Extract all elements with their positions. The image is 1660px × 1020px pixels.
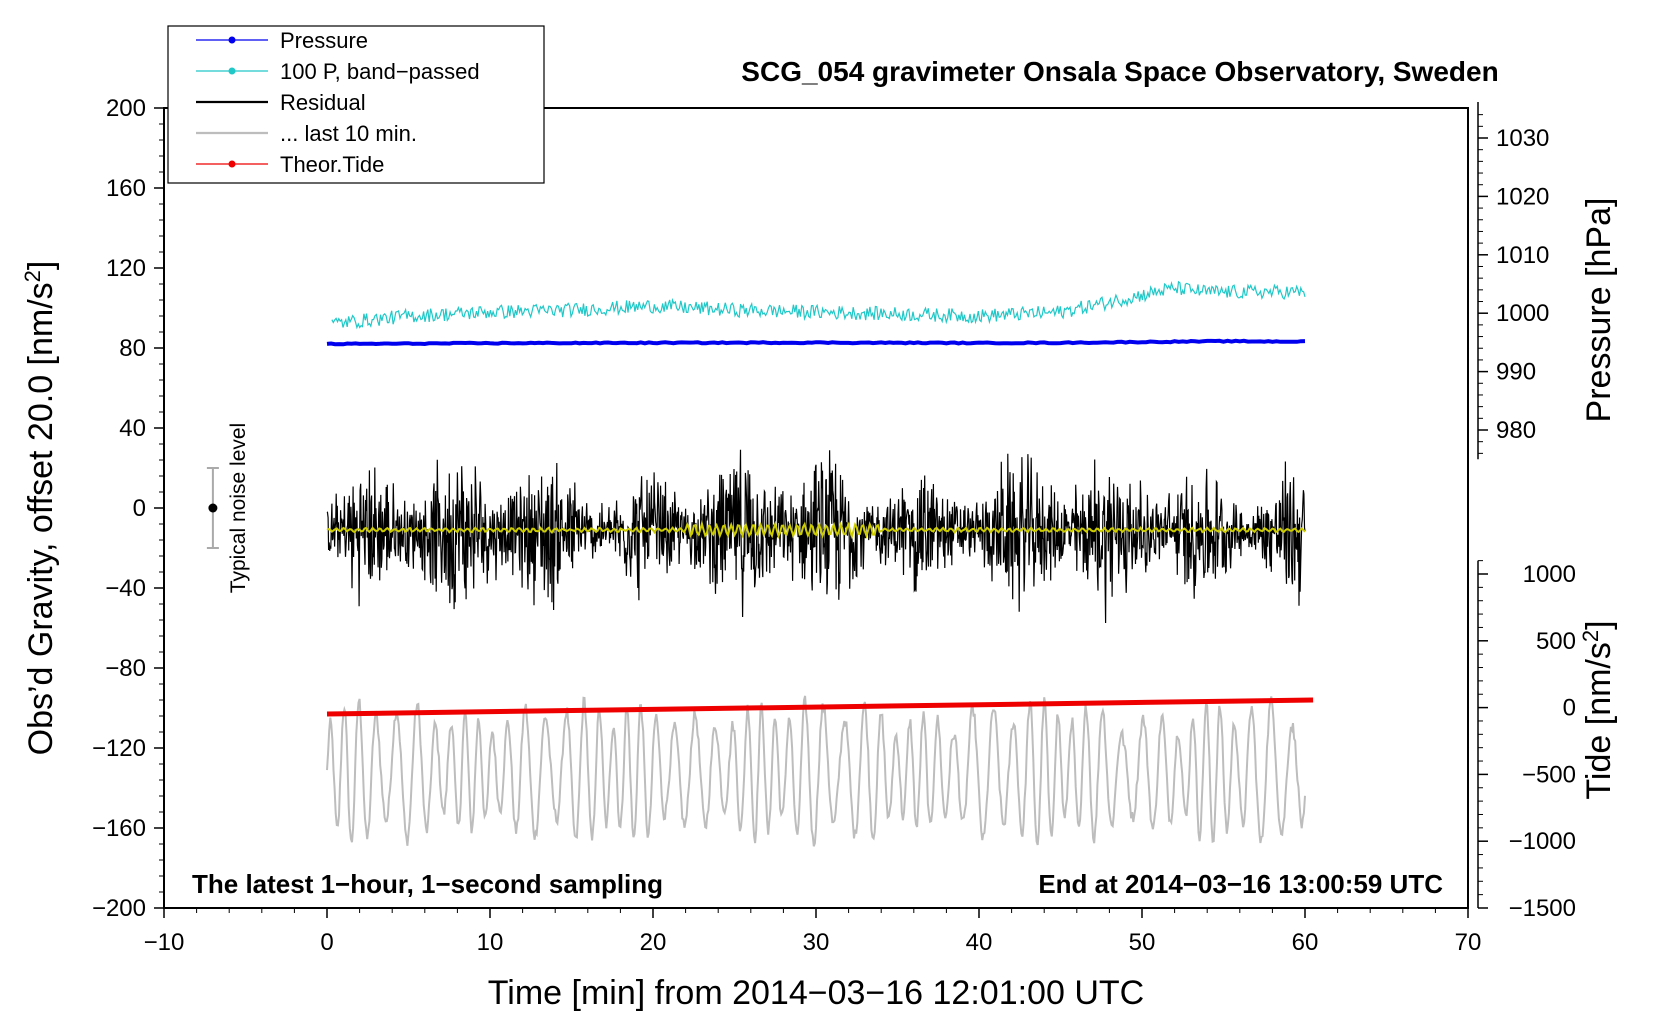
tide-tick-label-0: 1000	[1523, 561, 1576, 588]
y-tick-label-1: 160	[106, 175, 146, 202]
tide-tick-label-2: 0	[1563, 695, 1576, 722]
pressure-tick-label-1: 1020	[1496, 183, 1549, 210]
tide-tick-label-3: −500	[1522, 761, 1576, 788]
noise-indicator: Typical noise level	[206, 423, 250, 593]
series-last-10-min	[326, 695, 1306, 847]
y-tick-label-7: −80	[105, 655, 146, 682]
series-band-passed-pressure	[331, 280, 1306, 330]
x-tick-label-1: 0	[320, 929, 333, 956]
x-tick-label-7: 60	[1292, 929, 1319, 956]
y-tick-label-5: 0	[133, 495, 146, 522]
noise-center-marker	[208, 503, 218, 513]
pressure-axis-ticks: 1030 1020 1010 1000 990 980	[1477, 102, 1549, 460]
y-tick-label-3: 80	[119, 335, 146, 362]
legend-label-3: ... last 10 min.	[280, 121, 417, 146]
legend-marker-4	[228, 160, 236, 168]
y-tick-label-0: 200	[106, 95, 146, 122]
tide-tick-label-5: −1500	[1509, 895, 1576, 922]
x-tick-label-3: 20	[640, 929, 667, 956]
series-pressure	[326, 338, 1306, 347]
x-tick-label-2: 10	[477, 929, 504, 956]
y-axis-ticks: 200 160 120 80 40 0 −40 −80 −120 −160 −200	[92, 95, 164, 922]
legend-marker-0	[228, 36, 236, 44]
x-axis-title: Time [min] from 2014−03−16 12:01:00 UTC	[488, 974, 1144, 1012]
legend: Pressure 100 P, band−passed Residual ... la…	[167, 25, 545, 184]
annotation-right: End at 2014−03−16 13:00:59 UTC	[1038, 869, 1443, 899]
y-tick-label-2: 120	[106, 255, 146, 282]
legend-marker-1	[228, 67, 236, 75]
legend-entries: Pressure 100 P, band−passed Residual ... la…	[196, 28, 480, 177]
series-theoretical-tide	[326, 697, 1314, 717]
series-residual-filtered	[326, 519, 1306, 540]
y-tick-label-6: −40	[105, 575, 146, 602]
tide-tick-label-4: −1000	[1509, 828, 1576, 855]
noise-label: Typical noise level	[227, 423, 250, 593]
y-tick-label-8: −120	[92, 735, 146, 762]
legend-label-1: 100 P, band−passed	[280, 59, 480, 84]
y-axis-title-tide: Tide [nm/s2]	[1578, 620, 1618, 799]
series-layer	[326, 280, 1314, 847]
pressure-tick-label-2: 1010	[1496, 242, 1549, 269]
y-axis-title-pressure: Pressure [hPa]	[1580, 198, 1618, 423]
pressure-tick-label-3: 1000	[1496, 300, 1549, 327]
pressure-tick-label-5: 980	[1496, 417, 1536, 444]
legend-label-0: Pressure	[280, 28, 368, 53]
series-residual	[326, 449, 1306, 624]
x-tick-label-4: 30	[803, 929, 830, 956]
y-axis-title-left: Obs’d Gravity, offset 20.0 [nm/s2]	[20, 261, 60, 756]
x-tick-label-6: 50	[1129, 929, 1156, 956]
pressure-tick-label-0: 1030	[1496, 125, 1549, 152]
tide-tick-label-1: 500	[1536, 628, 1576, 655]
x-tick-label-5: 40	[966, 929, 993, 956]
y-tick-label-10: −200	[92, 895, 146, 922]
x-axis-ticks: −10 0 10 20 30 40 50 60 70	[144, 908, 1482, 956]
legend-label-2: Residual	[280, 90, 366, 115]
y-tick-label-4: 40	[119, 415, 146, 442]
legend-box	[167, 25, 545, 184]
pressure-tick-label-4: 990	[1496, 359, 1536, 386]
y-tick-label-9: −160	[92, 815, 146, 842]
legend-label-4: Theor.Tide	[280, 152, 384, 177]
tide-axis-ticks: 1000 500 0 −500 −1000 −1500	[1477, 560, 1576, 922]
x-tick-label-0: −10	[144, 929, 185, 956]
annotation-left: The latest 1−hour, 1−second sampling	[192, 869, 663, 899]
chart-title: SCG_054 gravimeter Onsala Space Observat…	[741, 56, 1498, 87]
x-tick-label-8: 70	[1455, 929, 1482, 956]
